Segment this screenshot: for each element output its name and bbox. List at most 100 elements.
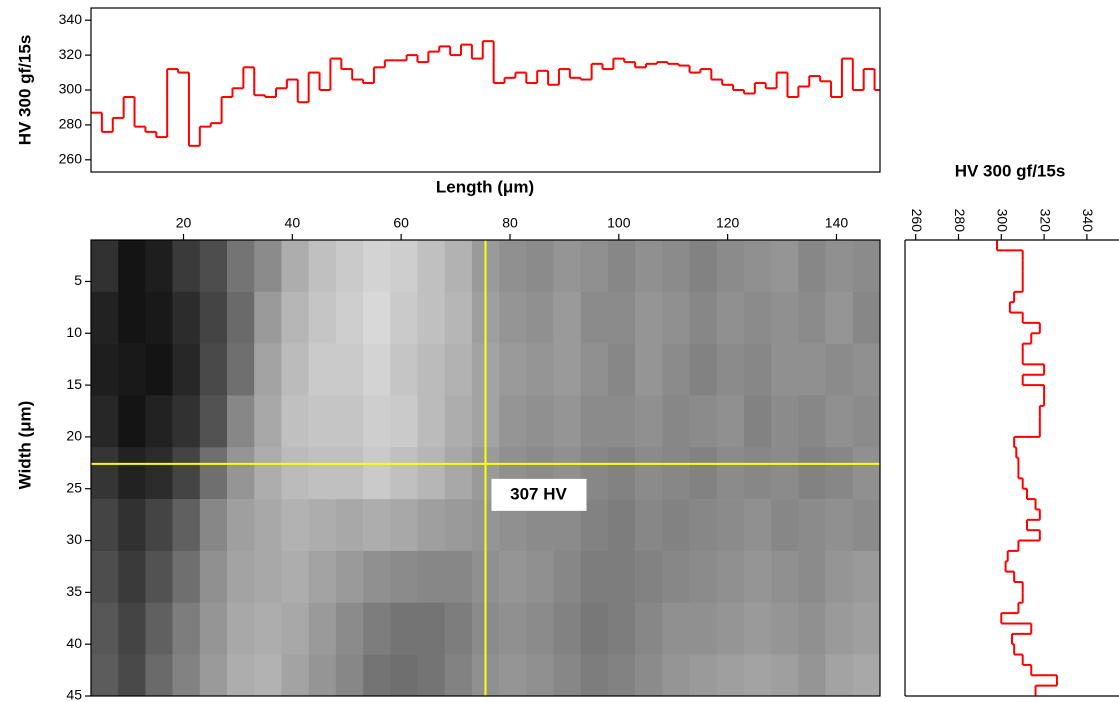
heatmap-cell [254, 447, 282, 500]
heatmap-cell [91, 343, 119, 396]
x-tick-label: 60 [393, 215, 409, 231]
heatmap-cell [607, 343, 636, 396]
heatmap-cell [716, 499, 745, 552]
heatmap-cell [91, 291, 119, 344]
heatmap-cell [363, 654, 391, 697]
heatmap-cell [118, 395, 146, 448]
y-tick-label: 5 [74, 272, 82, 288]
heatmap-cell [635, 602, 663, 655]
heatmap-cell [743, 343, 772, 396]
heatmap-cell [798, 395, 826, 448]
x-tick-label: 20 [176, 215, 192, 231]
heatmap-cell [199, 499, 228, 552]
heatmap-cell [390, 343, 418, 396]
heatmap-cell [852, 550, 881, 604]
heatmap-cell [662, 550, 690, 604]
heatmap-cell [499, 654, 527, 697]
heatmap-cell [852, 291, 881, 344]
heatmap-cell [254, 654, 282, 697]
heatmap-cell [689, 499, 718, 552]
heatmap-cell [145, 602, 173, 655]
heatmap-cell [716, 654, 745, 697]
heatmap-cell [118, 654, 146, 697]
heatmap-cell [716, 602, 745, 655]
heatmap-cell [689, 395, 718, 448]
heatmap-cell [390, 499, 418, 552]
heatmap-cell [335, 395, 364, 448]
heatmap-cell [281, 602, 309, 655]
x-tick-label: 40 [285, 215, 301, 231]
heatmap-cell [118, 447, 146, 500]
heatmap-cell [743, 602, 772, 655]
heatmap-cell [227, 602, 255, 655]
heatmap-cell [281, 447, 309, 500]
heatmap-cell [662, 395, 690, 448]
heatmap-cell [716, 240, 745, 293]
heatmap-cell [145, 395, 173, 448]
y-tick-label: 280 [59, 116, 83, 132]
y-tick-label: 340 [59, 11, 83, 27]
heatmap-cell [499, 395, 527, 448]
heatmap-cell [335, 499, 364, 552]
heatmap-cell [363, 550, 391, 604]
heatmap-cell [199, 550, 228, 604]
heatmap-cell [145, 240, 173, 293]
heatmap-cell [689, 240, 718, 293]
heatmap-cell [553, 291, 582, 344]
heatmap-cell [281, 654, 309, 697]
heatmap-cell [363, 395, 391, 448]
heatmap-cell [662, 447, 690, 500]
heatmap-cell [771, 395, 799, 448]
heatmap-cell [662, 654, 690, 697]
heatmap-cell [335, 240, 364, 293]
heatmap-cell [499, 343, 527, 396]
heatmap-cell [363, 291, 391, 344]
annotation-box [491, 478, 587, 511]
heatmap-cell [254, 499, 282, 552]
heatmap-cell [91, 447, 119, 500]
heatmap-cell [308, 343, 337, 396]
heatmap-cell [444, 240, 473, 293]
heatmap-cell [172, 343, 201, 396]
heatmap-cell [444, 550, 473, 604]
x-axis-label: Length (μm) [436, 177, 534, 196]
top-frame [90, 7, 881, 173]
heatmap-cell [526, 550, 554, 604]
heatmap-cell [607, 240, 636, 293]
heatmap-cell [172, 395, 201, 448]
heatmap-cell [91, 602, 119, 655]
heatmap-cell [254, 291, 282, 344]
heatmap-cell [553, 395, 582, 448]
heatmap-cell [825, 602, 854, 655]
annotation: 307 HV [510, 484, 567, 503]
heatmap-cell [635, 343, 663, 396]
heatmap-cell [417, 395, 445, 448]
heatmap-cell [91, 395, 119, 448]
heatmap-cell [390, 240, 418, 293]
heatmap-cell [499, 550, 527, 604]
y-tick-label: 320 [59, 46, 83, 62]
heatmap-cell [798, 343, 826, 396]
heatmap-cell [145, 291, 173, 344]
y-tick-label: 300 [59, 81, 83, 97]
heatmap-cell [852, 447, 881, 500]
heatmap-cell [852, 240, 881, 293]
heatmap-cell [716, 447, 745, 500]
heatmap-cell [852, 499, 881, 552]
heatmap-cell [145, 499, 173, 552]
heatmap-cell [363, 602, 391, 655]
heatmap-cell [417, 550, 445, 604]
heatmap-cell [825, 550, 854, 604]
heatmap-cell [227, 447, 255, 500]
heatmap-cell [199, 602, 228, 655]
heatmap-cell [335, 654, 364, 697]
heatmap-cell [771, 447, 799, 500]
heatmap-cell [743, 395, 772, 448]
heatmap-cell [444, 654, 473, 697]
heatmap-cell [526, 343, 554, 396]
x-tick-label: 120 [716, 215, 740, 231]
heatmap-cell [363, 499, 391, 552]
heatmap-cell [743, 291, 772, 344]
y-tick-label: 40 [66, 635, 82, 651]
x-tick-label: 280 [952, 209, 968, 233]
